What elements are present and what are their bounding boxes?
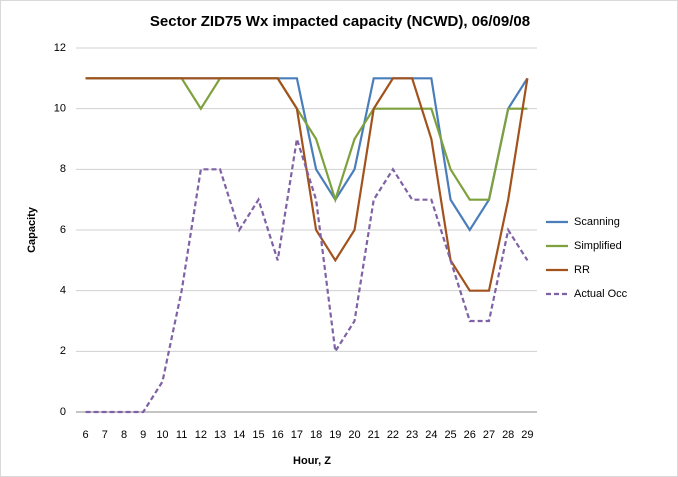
y-tick-label: 4 bbox=[60, 285, 66, 297]
x-tick-label: 21 bbox=[368, 429, 380, 441]
x-axis-title: Hour, Z bbox=[293, 455, 331, 467]
x-tick-label: 6 bbox=[83, 429, 89, 441]
series-line bbox=[85, 77, 529, 292]
x-tick-label: 18 bbox=[310, 429, 322, 441]
x-tick-label: 8 bbox=[121, 429, 127, 441]
x-tick-label: 13 bbox=[214, 429, 226, 441]
y-tick-label: 0 bbox=[60, 406, 66, 418]
legend-label: Actual Occ bbox=[574, 288, 628, 300]
y-tick-label: 2 bbox=[60, 345, 66, 357]
x-tick-label: 27 bbox=[483, 429, 495, 441]
series-line bbox=[85, 138, 529, 414]
y-tick-label: 10 bbox=[54, 103, 66, 115]
y-tick-label: 6 bbox=[60, 224, 66, 236]
x-tick-label: 23 bbox=[406, 429, 418, 441]
x-tick-label: 22 bbox=[387, 429, 399, 441]
x-tick-label: 14 bbox=[233, 429, 245, 441]
x-tick-label: 12 bbox=[195, 429, 207, 441]
legend-label: Scanning bbox=[574, 216, 620, 228]
legend-label: RR bbox=[574, 264, 590, 276]
chart-title: Sector ZID75 Wx impacted capacity (NCWD)… bbox=[150, 13, 530, 30]
x-tick-label: 28 bbox=[502, 429, 514, 441]
x-tick-label: 19 bbox=[329, 429, 341, 441]
y-tick-label: 8 bbox=[60, 163, 66, 175]
x-tick-label: 26 bbox=[464, 429, 476, 441]
x-tick-label: 10 bbox=[156, 429, 168, 441]
x-tick-label: 16 bbox=[272, 429, 284, 441]
legend-label: Simplified bbox=[574, 240, 622, 252]
x-tick-label: 11 bbox=[176, 429, 187, 441]
x-tick-label: 29 bbox=[521, 429, 533, 441]
x-tick-label: 24 bbox=[425, 429, 437, 441]
x-tick-label: 7 bbox=[102, 429, 108, 441]
y-tick-label: 12 bbox=[54, 42, 66, 54]
x-tick-label: 17 bbox=[291, 429, 303, 441]
y-axis-title: Capacity bbox=[26, 206, 38, 253]
x-tick-label: 25 bbox=[444, 429, 456, 441]
x-tick-label: 15 bbox=[252, 429, 264, 441]
x-tick-label: 9 bbox=[140, 429, 146, 441]
x-tick-label: 20 bbox=[348, 429, 360, 441]
